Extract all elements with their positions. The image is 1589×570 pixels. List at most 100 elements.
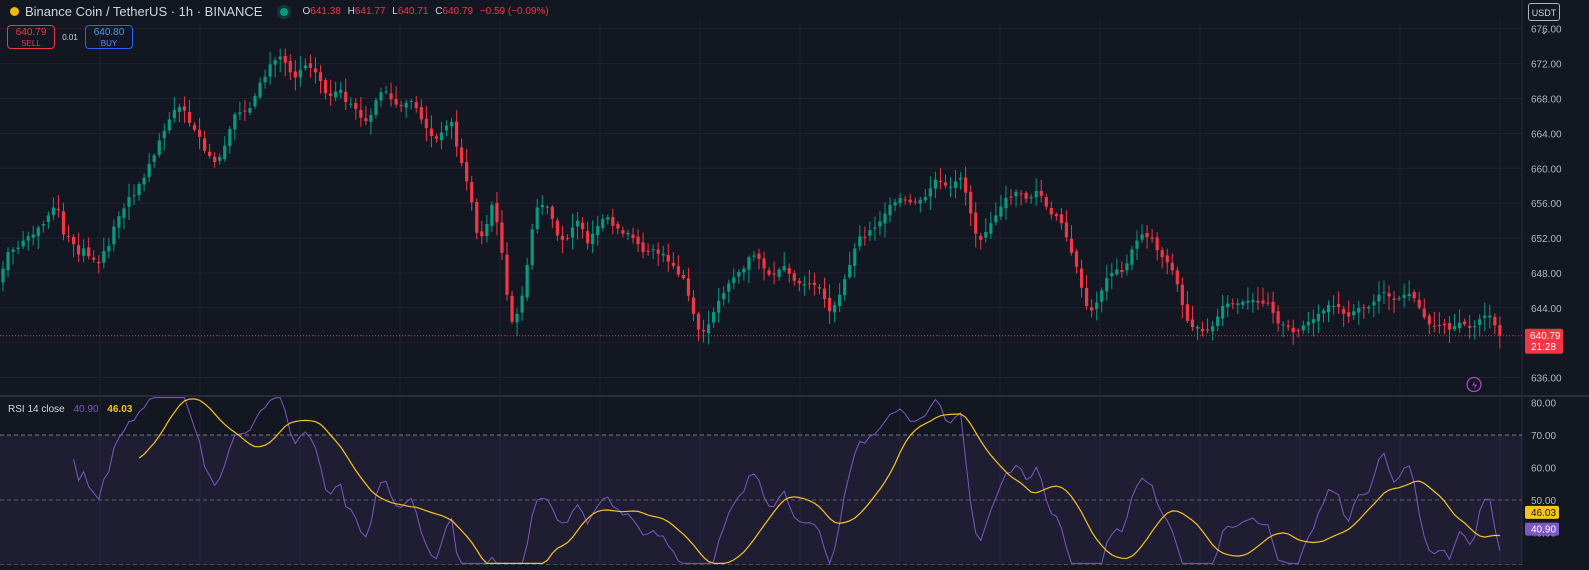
candle-body[interactable] bbox=[1382, 292, 1386, 294]
candle-body[interactable] bbox=[938, 181, 943, 183]
candle-body[interactable] bbox=[943, 182, 948, 186]
candle-body[interactable] bbox=[1402, 294, 1406, 298]
candle-body[interactable] bbox=[1019, 193, 1023, 195]
candle-body[interactable] bbox=[903, 199, 907, 201]
candle-body[interactable] bbox=[77, 245, 81, 255]
candle-body[interactable] bbox=[994, 215, 998, 223]
candle-body[interactable] bbox=[1488, 315, 1492, 318]
candle-body[interactable] bbox=[172, 109, 176, 119]
candle-body[interactable] bbox=[349, 103, 353, 105]
candle-body[interactable] bbox=[107, 245, 111, 252]
candle-body[interactable] bbox=[591, 233, 595, 245]
candle-body[interactable] bbox=[1241, 301, 1245, 305]
candle-body[interactable] bbox=[1276, 311, 1280, 324]
candle-body[interactable] bbox=[1306, 321, 1310, 326]
candle-body[interactable] bbox=[122, 208, 126, 218]
candle-body[interactable] bbox=[742, 268, 746, 273]
candle-body[interactable] bbox=[66, 236, 71, 238]
candle-body[interactable] bbox=[1437, 325, 1441, 327]
candle-body[interactable] bbox=[248, 108, 252, 113]
candle-body[interactable] bbox=[1079, 268, 1084, 288]
candle-body[interactable] bbox=[525, 265, 529, 298]
candle-body[interactable] bbox=[1160, 250, 1164, 258]
candle-body[interactable] bbox=[394, 99, 398, 105]
candle-body[interactable] bbox=[334, 91, 338, 98]
candle-body[interactable] bbox=[97, 261, 101, 264]
candle-body[interactable] bbox=[87, 247, 91, 257]
candle-body[interactable] bbox=[833, 305, 837, 313]
candle-body[interactable] bbox=[616, 223, 620, 229]
candle-body[interactable] bbox=[470, 182, 474, 203]
candle-body[interactable] bbox=[868, 230, 872, 236]
candle-body[interactable] bbox=[953, 181, 958, 188]
candle-body[interactable] bbox=[701, 329, 706, 332]
candle-body[interactable] bbox=[1251, 299, 1255, 303]
candle-body[interactable] bbox=[117, 216, 121, 228]
candle-body[interactable] bbox=[263, 76, 267, 83]
candle-body[interactable] bbox=[1367, 306, 1371, 309]
candle-body[interactable] bbox=[218, 156, 222, 161]
candle-body[interactable] bbox=[36, 227, 40, 236]
candle-body[interactable] bbox=[827, 297, 832, 312]
rsi-title[interactable]: RSI 14 close bbox=[8, 404, 65, 415]
candle-body[interactable] bbox=[323, 80, 328, 94]
candle-body[interactable] bbox=[303, 65, 307, 69]
candle-body[interactable] bbox=[1216, 316, 1220, 326]
candle-body[interactable] bbox=[1, 268, 5, 283]
candle-body[interactable] bbox=[379, 92, 383, 101]
candle-body[interactable] bbox=[480, 231, 484, 237]
candle-body[interactable] bbox=[878, 221, 882, 227]
candle-body[interactable] bbox=[1417, 299, 1421, 308]
candle-body[interactable] bbox=[1059, 214, 1063, 224]
candle-body[interactable] bbox=[1316, 313, 1321, 321]
sell-button[interactable]: 640.79 SELL bbox=[7, 25, 55, 49]
candle-body[interactable] bbox=[1195, 326, 1200, 329]
candle-body[interactable] bbox=[419, 107, 423, 120]
candle-body[interactable] bbox=[449, 122, 454, 127]
candle-body[interactable] bbox=[1301, 325, 1305, 331]
candle-body[interactable] bbox=[782, 265, 786, 271]
candle-body[interactable] bbox=[964, 177, 968, 193]
candle-body[interactable] bbox=[354, 103, 358, 109]
candle-body[interactable] bbox=[1180, 284, 1184, 306]
candle-body[interactable] bbox=[268, 64, 272, 77]
candle-body[interactable] bbox=[727, 283, 731, 292]
candle-body[interactable] bbox=[1392, 298, 1396, 300]
candle-body[interactable] bbox=[1347, 312, 1351, 317]
candle-body[interactable] bbox=[1271, 301, 1275, 314]
candle-body[interactable] bbox=[1311, 319, 1315, 324]
candle-body[interactable] bbox=[152, 155, 156, 162]
candle-body[interactable] bbox=[1074, 251, 1079, 267]
candle-body[interactable] bbox=[676, 266, 680, 275]
candle-body[interactable] bbox=[1226, 303, 1230, 308]
candle-body[interactable] bbox=[1483, 315, 1487, 319]
candle-body[interactable] bbox=[893, 202, 897, 206]
candle-body[interactable] bbox=[1352, 311, 1356, 316]
candle-body[interactable] bbox=[822, 288, 827, 300]
candle-body[interactable] bbox=[1095, 302, 1099, 310]
candle-body[interactable] bbox=[182, 106, 187, 111]
candle-body[interactable] bbox=[515, 313, 519, 323]
candle-body[interactable] bbox=[505, 254, 509, 295]
candle-body[interactable] bbox=[243, 110, 247, 112]
candle-body[interactable] bbox=[313, 68, 318, 73]
candle-body[interactable] bbox=[596, 225, 600, 236]
candle-body[interactable] bbox=[1140, 234, 1144, 240]
candle-body[interactable] bbox=[1130, 249, 1134, 265]
candle-body[interactable] bbox=[31, 234, 35, 238]
candle-body[interactable] bbox=[581, 222, 585, 230]
candle-body[interactable] bbox=[560, 235, 565, 240]
candle-body[interactable] bbox=[1085, 288, 1089, 307]
candle-body[interactable] bbox=[444, 125, 449, 131]
candle-body[interactable] bbox=[329, 93, 333, 96]
candle-body[interactable] bbox=[1362, 307, 1366, 309]
candle-body[interactable] bbox=[1044, 197, 1048, 207]
candle-body[interactable] bbox=[1407, 293, 1411, 297]
candle-body[interactable] bbox=[197, 129, 202, 137]
candle-body[interactable] bbox=[1432, 325, 1436, 327]
candle-body[interactable] bbox=[1281, 324, 1285, 326]
candle-body[interactable] bbox=[339, 89, 343, 93]
candle-body[interactable] bbox=[732, 277, 736, 284]
